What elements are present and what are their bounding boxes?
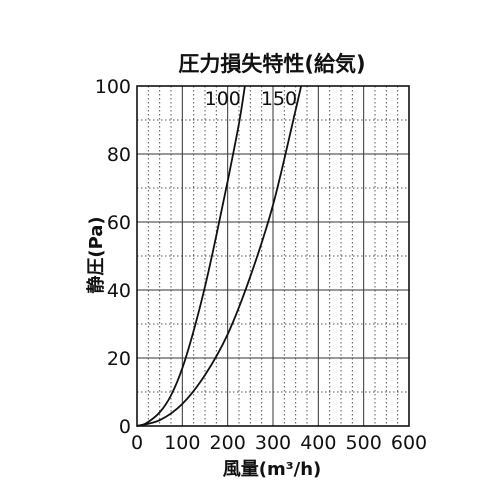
series-label-100: 100 [205,88,241,110]
y-tick-label: 0 [119,416,131,438]
x-tick-label: 100 [164,432,200,454]
y-tick-label: 80 [107,144,131,166]
y-tick-label: 40 [107,280,131,302]
series-label-150: 150 [261,88,297,110]
x-tick-label: 400 [300,432,336,454]
y-tick-label: 60 [107,212,131,234]
x-tick-label: 200 [210,432,246,454]
y-tick-label: 20 [107,348,131,370]
chart-title: 圧力損失特性(給気) [178,52,365,76]
plot-frame [136,85,410,427]
series-line-150 [136,85,302,427]
series-line-100 [136,85,246,427]
x-tick-label: 300 [255,432,291,454]
y-tick-label: 100 [95,76,131,98]
ticks-layer: 0 100 200 300 400 500 600 0 20 40 60 80 100 [95,76,427,454]
y-axis-title: 静圧(Pa) [85,216,107,293]
x-tick-label: 0 [131,432,143,454]
x-tick-label: 600 [391,432,427,454]
series-layer: 100 150 [136,85,302,427]
x-axis-title: 風量(m³/h) [223,458,321,480]
grid-layer [136,85,410,427]
x-tick-label: 500 [346,432,382,454]
